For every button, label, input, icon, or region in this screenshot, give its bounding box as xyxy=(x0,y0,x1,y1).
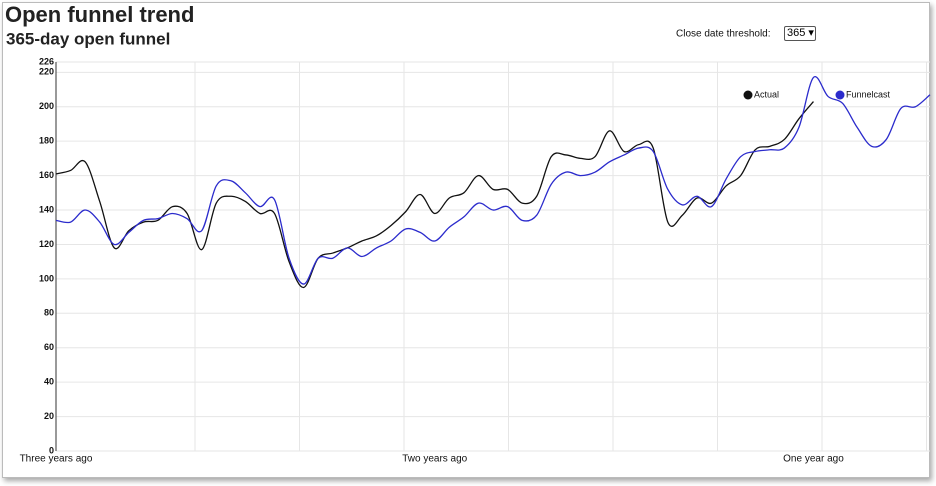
y-tick-label: 140 xyxy=(39,204,54,214)
chart-subtitle: 365-day open funnel xyxy=(6,29,170,48)
x-tick-label: Two years ago xyxy=(402,454,467,465)
y-tick-label: 226 xyxy=(39,56,54,66)
y-tick-label: 120 xyxy=(39,239,54,249)
y-tick-label: 220 xyxy=(39,67,54,77)
legend-marker xyxy=(743,90,753,100)
threshold-value: 365 xyxy=(787,27,806,39)
y-tick-label: 20 xyxy=(44,411,54,421)
y-tick-label: 200 xyxy=(39,101,54,111)
series-line xyxy=(55,75,931,285)
y-tick-label: 60 xyxy=(44,342,54,352)
y-tick-label: 180 xyxy=(39,136,54,146)
legend-label: Actual xyxy=(754,89,779,99)
vertical-grid xyxy=(194,62,927,451)
chart-title: Open funnel trend xyxy=(5,2,194,27)
y-tick-label: 40 xyxy=(44,377,54,387)
panel xyxy=(2,2,930,478)
x-tick-label: Three years ago xyxy=(20,454,93,465)
y-tick-label: 0 xyxy=(49,445,54,455)
legend-label: Funnelcast xyxy=(846,89,891,99)
threshold-select[interactable]: 365 ▾ xyxy=(784,26,816,41)
threshold-label: Close date threshold: xyxy=(676,29,771,40)
series-line xyxy=(55,101,814,289)
legend-marker xyxy=(835,90,845,100)
y-tick-label: 160 xyxy=(39,170,54,180)
x-tick-label: One year ago xyxy=(783,454,844,465)
y-tick-label: 80 xyxy=(44,308,54,318)
y-tick-label: 100 xyxy=(39,273,54,283)
